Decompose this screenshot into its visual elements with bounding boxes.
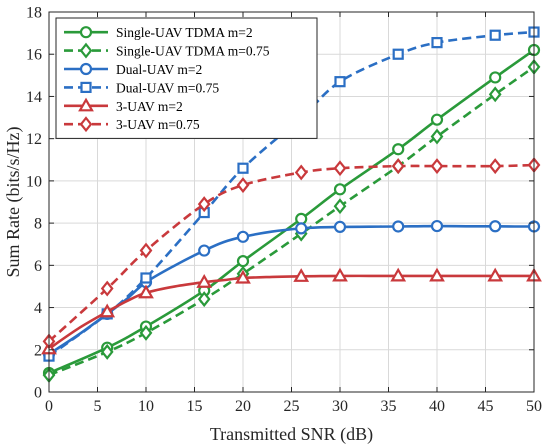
data-point-marker — [197, 291, 211, 308]
x-tick-label: 45 — [478, 398, 494, 415]
y-tick-label: 0 — [34, 385, 42, 402]
data-point-marker — [332, 267, 348, 282]
legend-label: Single-UAV TDMA m=2 — [116, 25, 253, 40]
series-5 — [41, 267, 542, 355]
data-point-marker — [333, 160, 347, 177]
legend-entry: 3-UAV m=2 — [64, 97, 183, 114]
x-tick-label: 40 — [429, 398, 445, 415]
data-point-marker — [139, 242, 153, 259]
data-point-marker — [237, 162, 249, 174]
data-point-marker — [489, 71, 502, 84]
legend-marker — [79, 62, 93, 76]
legend-marker — [78, 97, 94, 112]
x-tick-label: 20 — [235, 398, 251, 415]
data-point-marker — [488, 86, 502, 103]
data-point-marker — [390, 267, 407, 282]
data-point-marker — [139, 324, 153, 341]
data-point-marker — [100, 280, 114, 297]
data-point-marker — [430, 113, 444, 126]
data-point-marker — [333, 198, 347, 215]
legend: Single-UAV TDMA m=2 Single-UAV TDMA m=0.7… — [55, 17, 318, 139]
data-point-marker — [333, 183, 347, 196]
data-point-marker — [236, 177, 250, 194]
legend-marker — [79, 26, 93, 39]
data-point-marker — [236, 230, 250, 243]
data-point-marker — [487, 267, 504, 282]
data-point-marker — [138, 284, 154, 299]
legend-label: Dual-UAV m=2 — [116, 62, 202, 77]
x-tick-label: 15 — [187, 398, 203, 415]
data-point-marker — [140, 272, 152, 284]
data-point-marker — [430, 158, 444, 175]
legend-entry: Single-UAV TDMA m=2 — [64, 25, 253, 40]
data-point-marker — [429, 267, 445, 282]
data-point-marker — [392, 48, 404, 60]
data-point-marker — [488, 158, 502, 175]
x-axis-title: Transmitted SNR (dB) — [210, 424, 373, 445]
data-point-marker — [333, 220, 347, 234]
x-tick-label: 0 — [45, 398, 53, 415]
y-tick-label: 6 — [34, 258, 42, 275]
legend-box — [55, 17, 318, 139]
legend-marker — [79, 116, 93, 133]
legend-label: Dual-UAV m=0.75 — [116, 80, 219, 95]
x-tick-label: 50 — [526, 398, 542, 415]
data-point-marker — [334, 76, 346, 88]
data-point-marker — [392, 143, 405, 156]
data-point-marker — [430, 128, 444, 145]
x-tick-label: 5 — [94, 398, 102, 415]
x-tick-label: 25 — [284, 398, 300, 415]
legend-label: Single-UAV TDMA m=0.75 — [116, 44, 270, 59]
x-tick-label: 30 — [332, 398, 348, 415]
x-tick-label: 35 — [381, 398, 397, 415]
legend-entry: Dual-UAV m=0.75 — [64, 80, 219, 95]
y-tick-label: 8 — [34, 216, 42, 233]
legend-entry: Single-UAV TDMA m=0.75 — [64, 42, 270, 59]
legend-label: 3-UAV m=2 — [116, 99, 183, 114]
series-6 — [42, 157, 541, 350]
data-point-marker — [392, 220, 405, 233]
x-tick-label: 10 — [138, 398, 154, 415]
series-line — [48, 65, 535, 377]
data-point-marker — [100, 343, 114, 360]
series-1 — [42, 43, 541, 380]
y-tick-label: 10 — [26, 173, 42, 190]
data-point-marker — [430, 219, 444, 233]
data-point-marker — [489, 29, 501, 41]
y-tick-label: 16 — [26, 47, 42, 64]
legend-entry: Dual-UAV m=2 — [64, 62, 202, 77]
data-point-marker — [196, 274, 213, 288]
y-tick-label: 18 — [26, 5, 42, 22]
data-point-marker — [198, 244, 211, 257]
legend-marker — [80, 81, 92, 94]
data-point-marker — [391, 158, 405, 175]
legend-entry: 3-UAV m=0.75 — [64, 116, 200, 133]
data-point-marker — [489, 220, 502, 233]
data-point-marker — [235, 269, 251, 284]
y-tick-label: 12 — [26, 131, 42, 148]
data-point-marker — [431, 37, 443, 49]
legend-marker — [79, 42, 93, 59]
y-tick-label: 4 — [34, 300, 42, 317]
y-axis-title: Sum Rate (bits/s/Hz) — [3, 127, 24, 278]
data-point-marker — [293, 268, 310, 282]
data-point-marker — [295, 222, 308, 235]
axis-ticks: 0 5 10 15 20 25 30 35 40 45 50 0 2 4 6 8 10 12 14 16 18 — [26, 5, 542, 416]
y-tick-label: 2 — [34, 342, 42, 359]
legend-label: 3-UAV m=0.75 — [116, 117, 200, 132]
data-point-marker — [197, 196, 211, 213]
data-point-marker — [236, 255, 250, 268]
data-point-marker — [99, 303, 116, 318]
data-point-marker — [294, 164, 308, 181]
y-tick-label: 14 — [26, 89, 42, 106]
